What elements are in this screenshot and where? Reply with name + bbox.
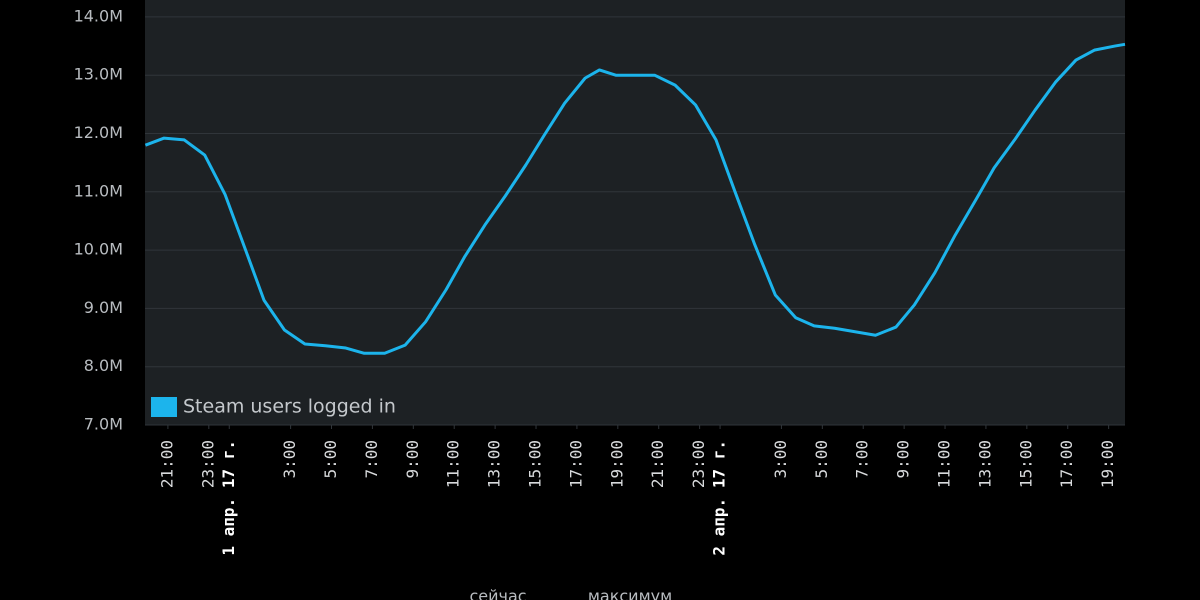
x-tick-label: 5:00 <box>812 440 831 479</box>
x-tick-label: 17:00 <box>566 440 585 488</box>
legend-swatch <box>151 397 177 417</box>
x-tick-label: 17:00 <box>1057 440 1076 488</box>
x-tick-label: 21:00 <box>157 440 176 488</box>
x-tick-label: 2 апр. 17 г. <box>710 440 729 556</box>
x-tick-label: 7:00 <box>853 440 872 479</box>
x-tick-label: 1 апр. 17 г. <box>219 440 238 556</box>
y-tick-label: 14.0M <box>74 6 123 25</box>
x-tick-label: 3:00 <box>280 440 299 479</box>
x-tick-label: 9:00 <box>894 440 913 479</box>
y-tick-label: 10.0M <box>74 240 123 259</box>
footer-label: сейчас <box>469 587 526 600</box>
x-tick-label: 15:00 <box>1016 440 1035 488</box>
y-tick-label: 12.0M <box>74 123 123 142</box>
x-tick-label: 19:00 <box>607 440 626 488</box>
legend-label: Steam users logged in <box>183 396 396 418</box>
line <box>144 42 1126 355</box>
x-tick-label: 23:00 <box>689 440 708 488</box>
plot-area <box>145 0 1125 425</box>
x-tick-label: 3:00 <box>771 440 790 479</box>
y-tick-label: 7.0M <box>84 415 123 434</box>
y-tick-label: 8.0M <box>84 356 123 375</box>
x-tick-label: 13:00 <box>975 440 994 488</box>
x-tick-label: 5:00 <box>321 440 340 479</box>
x-tick-label: 23:00 <box>198 440 217 488</box>
x-tick-label: 15:00 <box>526 440 545 488</box>
x-tick-label: 11:00 <box>935 440 954 488</box>
footer-label: максимум <box>588 587 672 600</box>
x-tick-label: 21:00 <box>648 440 667 488</box>
x-tick-label: 13:00 <box>485 440 504 488</box>
y-tick-label: 9.0M <box>84 298 123 317</box>
x-tick-label: 19:00 <box>1098 440 1117 488</box>
x-tick-label: 9:00 <box>403 440 422 479</box>
y-tick-label: 13.0M <box>74 65 123 84</box>
y-tick-label: 11.0M <box>74 181 123 200</box>
x-tick-label: 11:00 <box>444 440 463 488</box>
x-tick-label: 7:00 <box>362 440 381 479</box>
